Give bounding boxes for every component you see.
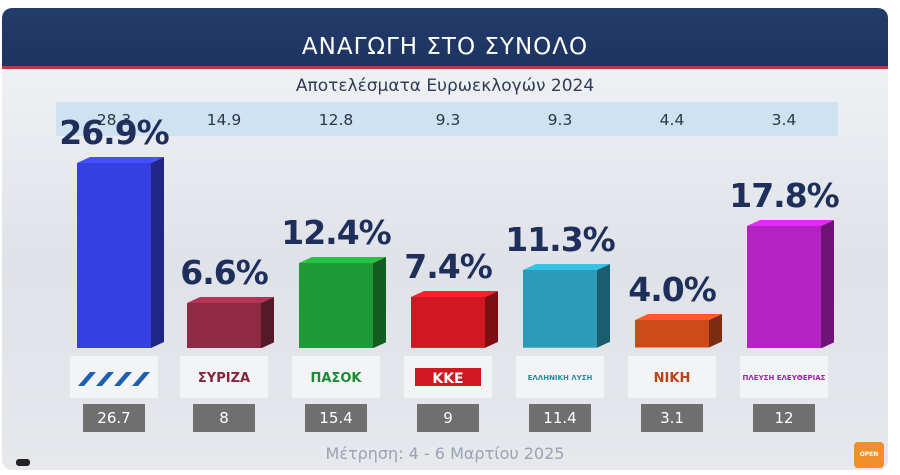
bar	[635, 314, 722, 348]
bar	[77, 157, 164, 348]
bar-top	[523, 264, 610, 271]
bar	[523, 264, 610, 348]
previous-measurement: 3.1	[641, 404, 703, 432]
euro-2024-value: 12.8	[318, 111, 354, 129]
party-logo	[70, 356, 158, 398]
euro-2024-value: 4.4	[659, 111, 685, 129]
svg-text:ΠΛΕΥΣΗ ΕΛΕΥΘΕΡΙΑΣ: ΠΛΕΥΣΗ ΕΛΕΥΘΕΡΙΑΣ	[743, 374, 826, 382]
bar	[299, 256, 386, 348]
previous-measurement: 9	[417, 404, 479, 432]
previous-measurement: 26.7	[83, 404, 145, 432]
value-label: 12.4%	[281, 212, 392, 252]
bar-side	[709, 314, 722, 348]
value-label: 7.4%	[404, 247, 493, 287]
euro-2024-value: 9.3	[547, 111, 573, 129]
chart-title: ΑΝΑΓΩΓΗ ΣΤΟ ΣΥΝΟΛΟ	[301, 34, 589, 60]
previous-measurement: 15.4	[305, 404, 367, 432]
party-logo: ΠΑΣΟΚ	[292, 356, 380, 398]
bar-side	[597, 264, 610, 348]
measurement-dates: Μέτρηση: 4 - 6 Μαρτίου 2025	[325, 444, 565, 463]
euro-2024-value: 3.4	[771, 111, 797, 129]
previous-measurement: 8	[193, 404, 255, 432]
euro-2024-value: 14.9	[206, 111, 242, 129]
bar-front	[635, 320, 709, 348]
svg-text:ΣΥΡΙΖΑ: ΣΥΡΙΖΑ	[198, 371, 250, 386]
value-label: 17.8%	[729, 175, 840, 215]
channel-logo: OPEN	[854, 442, 884, 468]
party-logo: ΣΥΡΙΖΑ	[180, 356, 268, 398]
bar	[747, 219, 834, 348]
euro-2024-value: 28.3	[96, 111, 132, 129]
bar-top	[635, 314, 722, 321]
bar-front	[77, 163, 151, 348]
svg-text:ΠΑΣΟΚ: ΠΑΣΟΚ	[311, 371, 363, 386]
party-logo: ΚΚΕ	[404, 356, 492, 398]
svg-text:ΕΛΛΗΝΙΚΗ ΛΥΣΗ: ΕΛΛΗΝΙΚΗ ΛΥΣΗ	[528, 374, 593, 382]
value-label: 26.9%	[59, 113, 170, 152]
bar-top	[299, 256, 386, 263]
svg-text:ΚΚΕ: ΚΚΕ	[432, 371, 463, 387]
value-label: 6.6%	[180, 252, 269, 292]
value-label: 11.3%	[505, 220, 616, 260]
euro-2024-value: 9.3	[435, 111, 461, 129]
chart-frame: ΑΝΑΓΩΓΗ ΣΤΟ ΣΥΝΟΛΟ Αποτελέσματα Ευρωεκλο…	[2, 8, 888, 470]
bar-side	[261, 296, 274, 348]
bar-top	[187, 296, 274, 303]
party-logo: ΕΛΛΗΝΙΚΗ ΛΥΣΗ	[516, 356, 604, 398]
euro-results-band	[56, 102, 838, 136]
bar-front	[299, 262, 373, 348]
previous-measurement: 11.4	[529, 404, 591, 432]
title-bar: ΑΝΑΓΩΓΗ ΣΤΟ ΣΥΝΟΛΟ	[2, 8, 888, 69]
chart-subtitle: Αποτελέσματα Ευρωεκλογών 2024	[295, 76, 595, 96]
svg-text:ΝΙΚΗ: ΝΙΚΗ	[654, 371, 691, 386]
bar-front	[411, 297, 485, 348]
bar-side	[373, 256, 386, 348]
bar	[411, 291, 498, 348]
bar-front	[187, 302, 261, 348]
bar-front	[523, 270, 597, 348]
bar-side	[151, 157, 164, 348]
previous-measurement: 12	[753, 404, 815, 432]
party-logo: ΠΛΕΥΣΗ ΕΛΕΥΘΕΡΙΑΣ	[740, 356, 828, 398]
party-logo: ΝΙΚΗ	[628, 356, 716, 398]
corner-mark	[16, 459, 30, 466]
value-label: 4.0%	[628, 270, 717, 310]
bar-top	[747, 219, 834, 226]
bar-top	[77, 157, 164, 163]
bar-top	[411, 291, 498, 298]
bar-side	[485, 291, 498, 348]
bar-side	[821, 219, 834, 348]
bar	[187, 296, 274, 348]
bar-front	[747, 225, 821, 348]
